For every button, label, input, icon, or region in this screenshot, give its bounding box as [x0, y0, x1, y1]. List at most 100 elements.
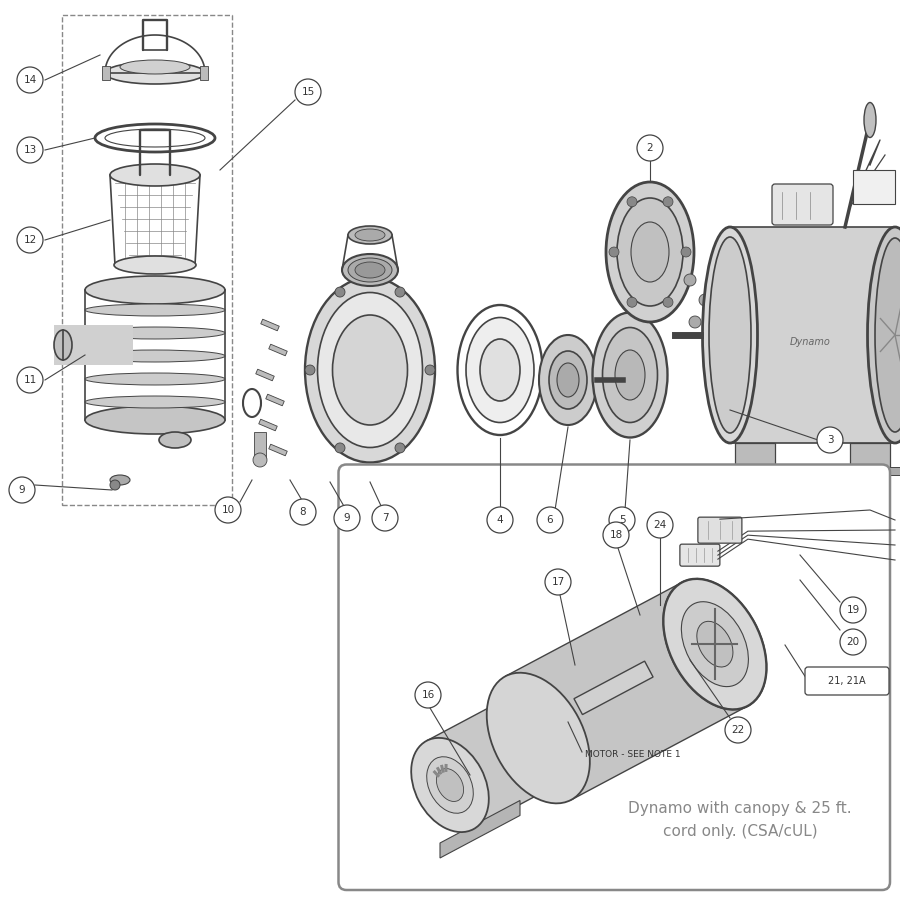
Polygon shape [261, 320, 279, 331]
Ellipse shape [243, 389, 261, 417]
FancyBboxPatch shape [805, 667, 889, 695]
Text: 12: 12 [23, 235, 37, 245]
Ellipse shape [305, 277, 435, 463]
Ellipse shape [864, 103, 876, 138]
Ellipse shape [159, 432, 191, 448]
FancyBboxPatch shape [62, 15, 232, 505]
Text: 5: 5 [618, 515, 626, 525]
Ellipse shape [631, 222, 669, 282]
Ellipse shape [606, 182, 694, 322]
Text: 4: 4 [497, 515, 503, 525]
Text: Dynamo with canopy & 25 ft.
cord only. (CSA/cUL): Dynamo with canopy & 25 ft. cord only. (… [628, 801, 851, 839]
Circle shape [334, 505, 360, 531]
Text: 10: 10 [221, 505, 235, 515]
Circle shape [215, 497, 241, 523]
Polygon shape [440, 800, 520, 858]
Circle shape [110, 480, 120, 490]
Circle shape [545, 569, 571, 595]
Circle shape [699, 294, 711, 306]
Ellipse shape [348, 226, 392, 244]
Polygon shape [427, 694, 562, 829]
Bar [54, 325, 133, 365]
Circle shape [395, 443, 405, 453]
Ellipse shape [355, 229, 385, 241]
Text: Dynamo: Dynamo [790, 337, 831, 347]
Bar [440, 765, 445, 773]
Ellipse shape [332, 315, 408, 425]
Ellipse shape [85, 276, 225, 304]
Circle shape [425, 365, 435, 375]
Text: 13: 13 [23, 145, 37, 155]
Ellipse shape [114, 256, 196, 274]
Circle shape [817, 427, 843, 453]
Ellipse shape [85, 396, 225, 408]
Polygon shape [258, 419, 277, 431]
Circle shape [681, 247, 691, 257]
Ellipse shape [681, 602, 749, 687]
Circle shape [290, 499, 316, 525]
Text: 8: 8 [300, 507, 306, 517]
Text: 19: 19 [846, 605, 860, 615]
Ellipse shape [875, 238, 900, 432]
Ellipse shape [709, 237, 751, 433]
Circle shape [335, 287, 345, 297]
Ellipse shape [54, 330, 72, 360]
Ellipse shape [348, 258, 392, 282]
Circle shape [684, 274, 696, 286]
Circle shape [840, 597, 866, 623]
Circle shape [415, 682, 441, 708]
Ellipse shape [663, 579, 767, 709]
Polygon shape [256, 369, 274, 381]
FancyBboxPatch shape [338, 464, 890, 890]
Ellipse shape [85, 373, 225, 385]
Ellipse shape [355, 262, 385, 278]
Ellipse shape [487, 672, 590, 804]
Ellipse shape [602, 328, 658, 422]
Circle shape [603, 522, 629, 548]
Ellipse shape [120, 60, 190, 74]
Polygon shape [506, 582, 748, 800]
Text: 22: 22 [732, 725, 744, 735]
Ellipse shape [85, 327, 225, 339]
Circle shape [663, 197, 673, 207]
Circle shape [647, 512, 673, 538]
Circle shape [253, 453, 267, 467]
Ellipse shape [436, 769, 464, 802]
Bar [850, 443, 890, 471]
Ellipse shape [105, 129, 205, 147]
Ellipse shape [110, 475, 130, 485]
Ellipse shape [457, 305, 543, 435]
Circle shape [637, 135, 663, 161]
Text: 6: 6 [546, 515, 554, 525]
Text: 17: 17 [552, 577, 564, 587]
Polygon shape [574, 662, 653, 715]
Text: 9: 9 [19, 485, 25, 495]
Circle shape [395, 287, 405, 297]
Ellipse shape [480, 339, 520, 401]
Text: 2: 2 [647, 143, 653, 153]
Text: 7: 7 [382, 513, 388, 523]
Circle shape [17, 137, 43, 163]
Ellipse shape [342, 254, 398, 286]
Bar [730, 227, 895, 443]
Text: 18: 18 [609, 530, 623, 540]
Circle shape [704, 334, 716, 346]
Circle shape [17, 367, 43, 393]
Polygon shape [269, 344, 287, 356]
Bar [840, 467, 900, 475]
Ellipse shape [539, 335, 597, 425]
Circle shape [609, 507, 635, 533]
Text: 24: 24 [653, 520, 667, 530]
Text: MOTOR - SEE NOTE 1: MOTOR - SEE NOTE 1 [585, 750, 680, 759]
Bar [254, 432, 266, 460]
Bar [725, 467, 785, 475]
Circle shape [305, 365, 315, 375]
Ellipse shape [500, 691, 577, 785]
FancyBboxPatch shape [772, 184, 833, 225]
Circle shape [372, 505, 398, 531]
Ellipse shape [85, 350, 225, 362]
Ellipse shape [110, 164, 200, 186]
Circle shape [627, 297, 637, 307]
Ellipse shape [592, 312, 668, 437]
Bar [433, 770, 440, 778]
